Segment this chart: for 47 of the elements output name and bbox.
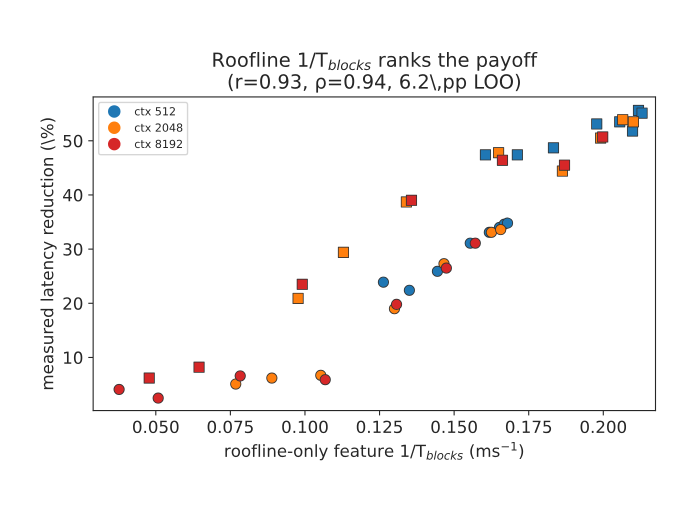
x-tick-label: 0.050	[133, 420, 179, 434]
point	[320, 374, 331, 386]
point	[406, 194, 418, 206]
point	[440, 262, 452, 274]
point	[144, 372, 155, 384]
point	[338, 246, 350, 258]
point	[470, 238, 481, 249]
y-tick-label: 20	[63, 297, 82, 310]
legend-label: ctx 8192	[134, 140, 182, 148]
point	[378, 276, 389, 288]
point	[230, 378, 242, 390]
y-tick-label: 10	[64, 351, 82, 364]
point	[502, 218, 514, 229]
x-tick-label: 0.100	[282, 420, 328, 434]
chart-title: Roofline 1/T$_{blocks}$ ranks the payoff (r=0.93, ρ=0.94, 6.2\,pp LOO)	[213, 52, 538, 93]
x-tick-label: 0.150	[431, 420, 477, 434]
point	[548, 142, 560, 154]
point	[495, 224, 506, 236]
point	[296, 278, 308, 290]
x-tick-label: 0.175	[506, 420, 552, 434]
legend-label: ctx 512	[134, 107, 175, 116]
point	[432, 266, 443, 277]
x-tick-label: 0.200	[580, 420, 626, 434]
point	[558, 160, 570, 171]
point	[266, 372, 278, 384]
point	[496, 154, 508, 166]
y-axis-title: measured latency reduction (\%)	[40, 118, 57, 390]
point	[636, 108, 648, 119]
point	[404, 284, 415, 296]
point	[628, 116, 639, 128]
point	[591, 118, 602, 130]
point	[234, 370, 246, 382]
point	[617, 114, 628, 126]
x-tick-label: 0.075	[208, 420, 253, 434]
y-tick-label: 50	[64, 134, 82, 148]
point	[114, 384, 125, 395]
legend-label: ctx 2048	[134, 123, 182, 132]
y-tick-label: 40	[63, 188, 82, 202]
point	[390, 298, 402, 310]
point	[193, 362, 205, 373]
point	[292, 292, 304, 304]
y-tick-label: 30	[63, 243, 82, 256]
point	[152, 392, 164, 404]
point	[480, 149, 492, 160]
x-tick-label: 0.125	[356, 420, 402, 434]
point	[512, 149, 523, 160]
x-axis-title: roofline-only feature 1/T$_{blocks}$ (ms$^{−1}$)	[225, 442, 524, 460]
